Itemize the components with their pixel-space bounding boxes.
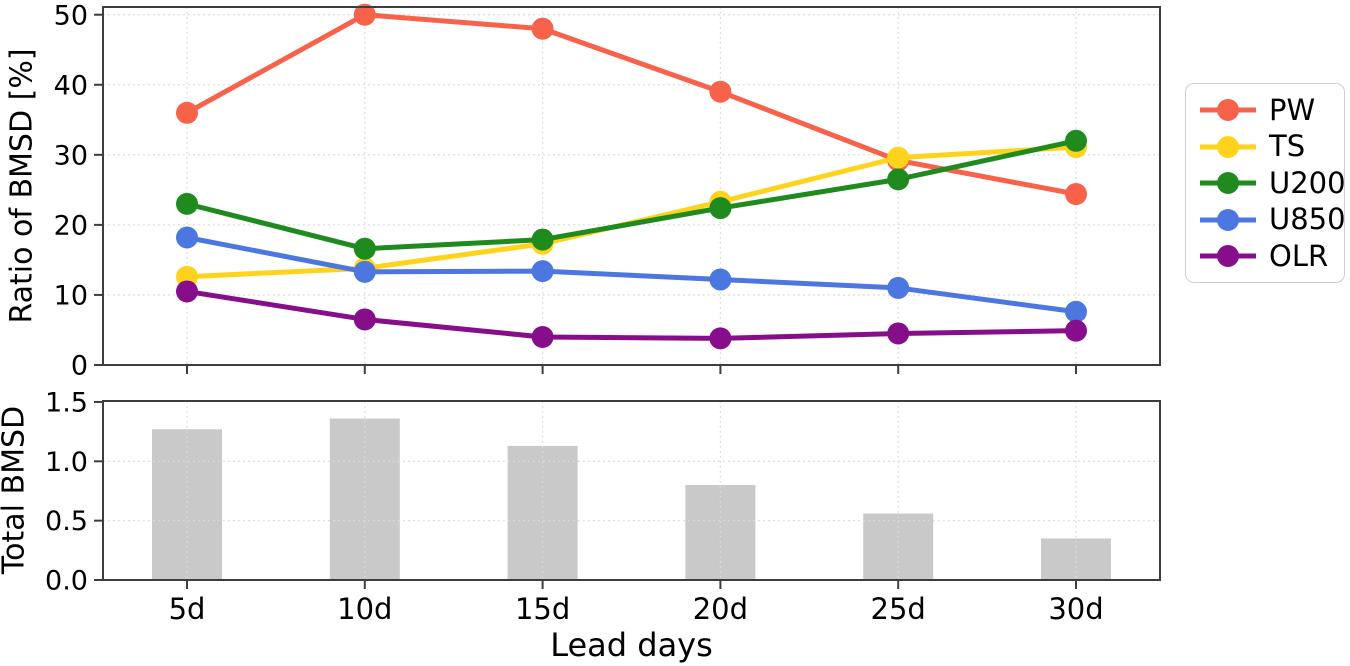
data-point-OLR-20d [709,327,732,350]
data-point-U850-10d [353,260,376,283]
data-point-U200-15d [531,228,554,251]
legend-item-U850: U850 [1199,205,1346,235]
bar-30d [1041,538,1111,580]
y-tick-label: 20 [54,210,88,241]
series-line-U850 [186,235,1077,315]
y-tick-label: 50 [54,0,88,31]
data-point-U850-30d [1065,300,1087,323]
data-point-PW-10d [353,3,376,26]
legend-item-TS: TS [1199,132,1336,162]
legend-marker [1217,135,1239,158]
bar-10d [329,418,400,580]
plot-frame [102,400,1161,581]
bar-5d [152,429,222,580]
bar-15d [507,445,578,580]
legend-marker [1217,172,1239,194]
legend-marker [1217,208,1239,231]
legend-label: PW [1269,92,1316,127]
legend-label: TS [1269,129,1306,163]
x-tick-label: 15d [515,592,570,626]
legend: PW TS U200 U850 OLR [1185,83,1346,283]
series-line-PW [185,12,1077,197]
data-point-U850-15d [531,260,554,283]
data-point-U200-30d [1065,129,1087,152]
x-axis-title: Lead days [550,626,713,664]
y-tick-label: 40 [54,70,88,101]
y-tick-label: 0.0 [45,566,88,597]
y-tick-label: 0 [71,351,88,382]
legend-label: U850 [1269,202,1346,236]
y-tick-label: 1.5 [45,388,88,419]
y-tick-label: 10 [54,281,88,312]
legend-swatch-icon [1200,135,1256,158]
legend-swatch-icon [1200,245,1256,267]
data-point-U200-10d [353,237,376,260]
y-tick-label: 30 [54,140,88,171]
data-point-TS-25d [887,146,910,169]
legend-item-OLR: OLR [1199,241,1336,271]
legend-marker [1217,245,1239,267]
data-point-OLR-25d [887,322,910,345]
x-tick-label: 25d [871,592,926,626]
data-point-OLR-10d [353,308,376,331]
legend-label: OLR [1269,238,1329,273]
x-tick-label: 30d [1048,592,1103,626]
data-point-U850-5d [176,226,198,249]
series-line-U200 [186,138,1077,252]
data-point-U850-25d [887,276,910,299]
data-point-U850-20d [709,268,732,291]
data-point-PW-5d [176,101,198,124]
x-tick-label: 5d [169,592,206,626]
legend-item-PW: PW [1199,95,1336,125]
data-point-PW-30d [1065,183,1087,206]
bottom-y-axis-title: Total BMSD [0,405,32,575]
data-point-U200-5d [176,192,198,215]
y-tick-label: 0.5 [45,506,88,537]
data-point-U200-20d [709,197,732,220]
top-y-axis-title: Ratio of BMSD [%] [4,48,40,324]
legend-swatch-icon [1200,99,1256,121]
legend-item-U200: U200 [1199,168,1346,198]
data-point-OLR-30d [1065,319,1087,342]
data-point-PW-20d [709,80,732,103]
x-tick-label: 10d [337,592,392,626]
legend-label: U200 [1269,165,1346,200]
x-tick-label: 20d [693,592,748,626]
plot-frame [102,6,1161,366]
data-point-OLR-15d [531,325,554,348]
legend-marker [1217,99,1239,121]
data-point-OLR-5d [176,280,198,303]
bar-chart: 0.0 0.5 1.0 1.5 5d 10d 15d 20d 25d 30d [45,388,1161,626]
legend-swatch-icon [1200,208,1256,231]
y-tick-label: 1.0 [45,447,88,478]
line-chart: 0 10 20 30 40 50 [54,0,1161,382]
legend-swatch-icon [1200,172,1256,194]
data-point-U200-25d [887,168,910,191]
data-point-PW-15d [531,17,554,40]
series-line-OLR [186,288,1077,341]
